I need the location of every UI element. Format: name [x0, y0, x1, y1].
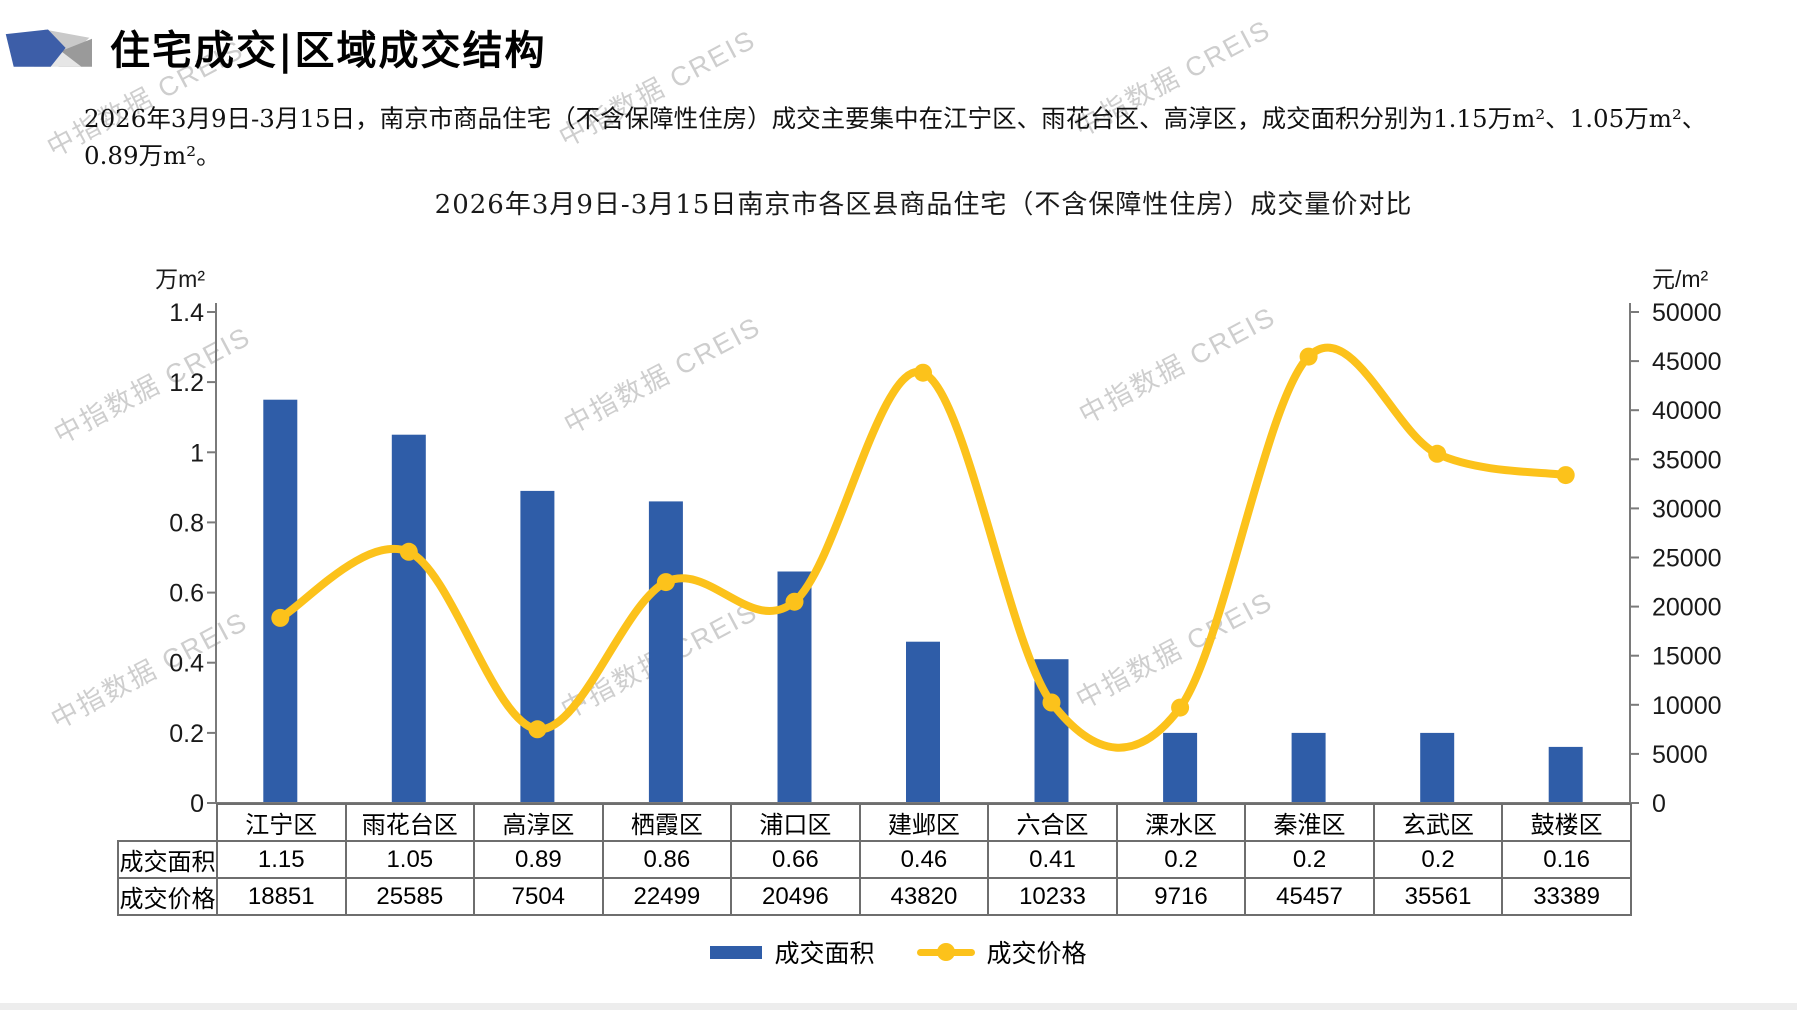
value-cell: 18851 [216, 877, 347, 916]
value-cell: 0.2 [1115, 840, 1247, 879]
price-marker [399, 542, 418, 561]
right-axis-tick-label: 45000 [1652, 348, 1722, 376]
right-axis-tick-label: 40000 [1652, 397, 1722, 425]
right-axis-tick-label: 30000 [1652, 495, 1722, 523]
value-cell: 35561 [1372, 877, 1504, 916]
area-bar [648, 501, 683, 803]
value-cell: 0.46 [858, 840, 990, 879]
value-cell: 22499 [601, 877, 733, 916]
legend-label-area: 成交面积 [774, 939, 875, 968]
value-cell: 7504 [473, 877, 604, 916]
price-marker [1171, 698, 1190, 717]
chart-data-table: 江宁区 雨花台区 高淳区 栖霞区 浦口区 建邺区 六合区 溧水区 秦淮区 玄武区 鼓楼区 成交面积 1.… [117, 803, 1632, 916]
category-cell: 江宁区 [216, 803, 347, 842]
category-cell: 浦口区 [730, 803, 861, 842]
category-cell: 六合区 [987, 803, 1118, 842]
table-row: 成交面积 1.15 1.05 0.89 0.86 0.66 0.46 0.41 0.2 0.2 0.… [117, 840, 1632, 879]
legend-label-price: 成交价格 [986, 939, 1087, 968]
legend-item-area: 成交面积 [710, 934, 875, 970]
value-cell: 45457 [1244, 877, 1375, 916]
left-axis-tick-label: 1 [190, 439, 204, 467]
table-corner-cell [118, 804, 217, 841]
left-axis-tick-label: 0.8 [169, 509, 204, 537]
price-marker [528, 720, 547, 739]
left-axis-tick-label: 0 [190, 790, 204, 818]
table-category-row: 江宁区 雨花台区 高淳区 栖霞区 浦口区 建邺区 六合区 溧水区 秦淮区 玄武区 鼓楼区 [118, 803, 1632, 842]
value-cell: 0.66 [730, 840, 861, 879]
value-cell: 33389 [1501, 877, 1632, 916]
price-marker [656, 573, 675, 592]
value-cell: 0.41 [987, 840, 1118, 879]
area-series-swatch-icon [710, 945, 763, 959]
area-bar [1291, 732, 1326, 803]
left-axis-tick-label: 0.2 [169, 720, 204, 748]
left-axis-tick-label: 0.4 [169, 650, 204, 678]
right-axis-tick-label: 15000 [1652, 643, 1722, 671]
legend-item-price: 成交价格 [916, 934, 1087, 970]
price-marker [914, 363, 932, 382]
value-cell: 25585 [344, 877, 476, 916]
right-axis-tick-label: 35000 [1652, 446, 1722, 474]
area-bar [1163, 732, 1198, 803]
bottom-edge-strip [0, 1003, 1797, 1010]
category-cell: 溧水区 [1115, 803, 1247, 842]
right-axis-unit-label: 元/m² [1652, 266, 1709, 292]
area-bar [263, 399, 298, 803]
value-cell: 0.86 [601, 840, 733, 879]
price-series-marker-icon [936, 943, 955, 961]
right-axis-tick-label: 10000 [1652, 692, 1722, 720]
category-cell: 玄武区 [1372, 803, 1504, 842]
price-marker [785, 592, 804, 611]
value-cell: 0.2 [1244, 840, 1375, 879]
value-cell: 1.05 [344, 840, 476, 879]
category-cell: 鼓楼区 [1501, 803, 1632, 842]
category-cell: 高淳区 [473, 803, 604, 842]
category-cell: 秦淮区 [1244, 803, 1375, 842]
value-cell: 9716 [1115, 877, 1247, 916]
area-bar [391, 434, 426, 803]
price-marker [1556, 466, 1575, 485]
value-cell: 0.16 [1501, 840, 1632, 879]
price-marker [1042, 693, 1061, 712]
area-bar [1420, 732, 1455, 803]
page-title: 住宅成交|区域成交结构 [110, 27, 547, 74]
area-bar [1548, 746, 1583, 803]
left-axis-tick-label: 1.2 [169, 369, 204, 397]
right-axis-tick-label: 20000 [1652, 594, 1722, 622]
right-axis-tick-label: 50000 [1652, 299, 1722, 327]
price-line [276, 343, 1570, 752]
table-row: 成交价格 18851 25585 7504 22499 20496 43820 10233 97… [117, 877, 1632, 916]
left-axis-unit-label: 万m² [155, 266, 205, 292]
area-bar [906, 641, 940, 803]
category-cell: 雨花台区 [344, 803, 476, 842]
left-axis-tick-label: 1.4 [169, 299, 204, 327]
right-axis-tick-label: 25000 [1652, 545, 1722, 573]
right-axis-tick-label: 0 [1652, 790, 1666, 818]
chart-title: 2026年3月9日-3月15日南京市各区县商品住宅（不含保障性住房）成交量价对比 [434, 190, 1413, 220]
right-axis-tick-label: 5000 [1652, 741, 1708, 769]
value-cell: 0.89 [473, 840, 604, 879]
price-marker [1428, 444, 1447, 463]
summary-text: 2026年3月9日-3月15日，南京市商品住宅（不含保障性住房）成交主要集中在江… [84, 104, 1707, 170]
axis-frame [215, 303, 1631, 804]
price-series-line-icon [916, 943, 975, 961]
value-cell: 0.2 [1372, 840, 1504, 879]
row-label-cell: 成交面积 [117, 840, 218, 879]
value-cell: 43820 [858, 877, 990, 916]
row-label-cell: 成交价格 [117, 877, 218, 916]
chart-legend: 成交面积 成交价格 [0, 934, 1797, 970]
category-cell: 栖霞区 [601, 803, 733, 842]
area-bar [520, 490, 555, 803]
price-marker [1299, 347, 1318, 366]
value-cell: 10233 [987, 877, 1118, 916]
value-cell: 20496 [730, 877, 861, 916]
price-marker [271, 608, 290, 627]
value-cell: 1.15 [216, 840, 347, 879]
creis-logo [4, 24, 92, 70]
category-cell: 建邺区 [858, 803, 990, 842]
left-axis-tick-label: 0.6 [169, 580, 204, 608]
